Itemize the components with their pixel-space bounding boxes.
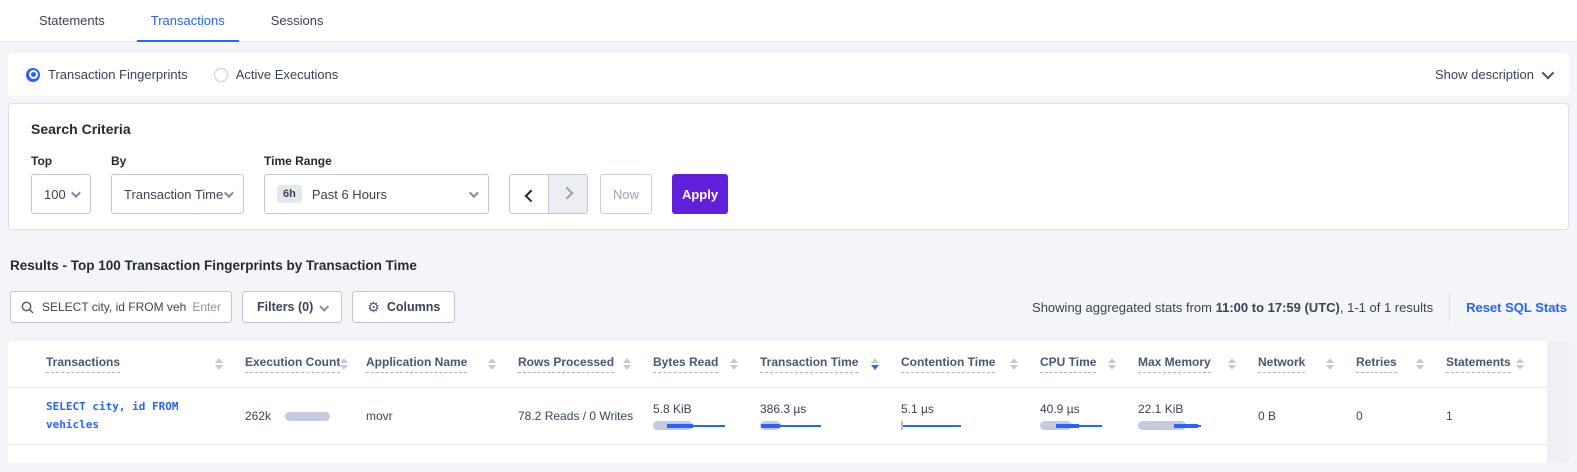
column-header-transactions[interactable]: Transactions — [46, 355, 245, 373]
time-prev-button[interactable] — [509, 174, 549, 214]
top-select[interactable]: 100 — [31, 174, 91, 214]
time-range-select[interactable]: 6h Past 6 Hours — [264, 174, 489, 214]
cell-bytes-read: 5.8 KiB — [653, 402, 760, 430]
cell-network: 0 B — [1258, 409, 1277, 423]
column-header-retries[interactable]: Retries — [1356, 355, 1446, 373]
cell-cpu-time: 40.9 µs — [1040, 402, 1138, 430]
time-range-badge: 6h — [277, 185, 302, 203]
by-select[interactable]: Transaction Time — [111, 174, 244, 214]
column-header-application-name[interactable]: Application Name — [366, 355, 518, 373]
radio-label: Transaction Fingerprints — [48, 67, 188, 82]
sort-icon — [1010, 358, 1018, 370]
contention-time-bar — [901, 421, 961, 430]
column-header-max-memory[interactable]: Max Memory — [1138, 355, 1258, 373]
cell-max-memory: 22.1 KiB — [1138, 402, 1258, 430]
cpu-time-bar — [1040, 421, 1102, 430]
column-header-cpu-time[interactable]: CPU Time — [1040, 355, 1138, 373]
transaction-time-bar — [760, 421, 821, 430]
by-select-value: Transaction Time — [124, 186, 224, 202]
search-input[interactable] — [42, 300, 187, 314]
time-range-label: Time Range — [264, 154, 332, 168]
column-header-statements[interactable]: Statements — [1446, 355, 1546, 373]
cell-execution-count: 262k — [245, 409, 366, 423]
top-select-value: 100 — [44, 186, 66, 202]
search-criteria-card: Search Criteria Top 100 By Transaction T… — [8, 103, 1569, 230]
by-label: By — [111, 154, 127, 168]
max-memory-bar — [1138, 421, 1201, 430]
chevron-down-icon — [223, 187, 234, 198]
radio-label: Active Executions — [235, 67, 339, 82]
chevron-down-icon — [70, 187, 81, 198]
table-scrollbar[interactable] — [1547, 341, 1569, 463]
filters-label: Filters (0) — [257, 300, 314, 314]
sort-icon — [1516, 358, 1524, 370]
apply-button[interactable]: Apply — [672, 174, 728, 214]
radio-unselected-icon — [213, 67, 228, 82]
chevron-down-icon — [1541, 66, 1555, 80]
page-tabs: Statements Transactions Sessions — [0, 0, 1577, 42]
search-enter-hint: Enter — [192, 300, 221, 314]
chevron-left-icon — [524, 189, 537, 202]
radio-active-executions[interactable]: Active Executions — [213, 67, 339, 82]
bytes-read-bar — [653, 421, 725, 430]
filters-button[interactable]: Filters (0) — [242, 291, 343, 323]
column-header-execution-count[interactable]: Execution Count — [245, 355, 366, 373]
cell-rows-processed: 78.2 Reads / 0 Writes — [518, 409, 634, 423]
divider — [1449, 292, 1451, 322]
sort-icon — [1228, 358, 1236, 370]
column-header-bytes-read[interactable]: Bytes Read — [653, 355, 760, 373]
chevron-down-icon — [468, 187, 479, 198]
reset-sql-stats-link[interactable]: Reset SQL Stats — [1466, 299, 1567, 315]
table-row: SELECT city, id FROM vehicles 262k movr … — [8, 388, 1569, 445]
show-description-label: Show description — [1435, 67, 1534, 82]
show-description-toggle[interactable]: Show description — [1435, 66, 1555, 82]
time-next-button[interactable] — [548, 174, 588, 214]
cell-application-name: movr — [366, 409, 393, 423]
search-icon — [21, 301, 34, 313]
chevron-right-icon — [560, 186, 573, 199]
top-label: Top — [31, 154, 53, 168]
radio-transaction-fingerprints[interactable]: Transaction Fingerprints — [26, 67, 188, 82]
table-header-row: Transactions Execution Count Application… — [8, 341, 1569, 388]
now-button[interactable]: Now — [600, 174, 652, 214]
cell-statements: 1 — [1446, 409, 1453, 423]
sort-icon — [623, 358, 631, 370]
sort-icon — [1326, 358, 1334, 370]
column-header-network[interactable]: Network — [1258, 355, 1356, 373]
search-criteria-title: Search Criteria — [31, 121, 131, 137]
stats-summary: Showing aggregated stats from 11:00 to 1… — [1032, 299, 1434, 315]
radio-selected-icon — [26, 67, 40, 82]
column-header-contention-time[interactable]: Contention Time — [901, 355, 1040, 373]
tab-transactions[interactable]: Transactions — [136, 0, 239, 42]
columns-label: Columns — [386, 300, 441, 314]
execution-count-bar — [285, 411, 331, 421]
time-range-value: Past 6 Hours — [311, 186, 387, 202]
results-toolbar: Enter Filters (0) ⚙ Columns Showing aggr… — [10, 291, 1567, 323]
sort-icon — [730, 358, 738, 370]
columns-button[interactable]: ⚙ Columns — [352, 291, 456, 323]
tab-statements[interactable]: Statements — [39, 13, 105, 28]
column-header-rows-processed[interactable]: Rows Processed — [518, 355, 653, 373]
view-toggle-card: Transaction Fingerprints Active Executio… — [8, 53, 1569, 96]
results-table: Transactions Execution Count Application… — [8, 341, 1569, 463]
cell-retries: 0 — [1356, 409, 1363, 423]
gear-icon: ⚙ — [367, 298, 380, 315]
tab-sessions[interactable]: Sessions — [270, 13, 324, 28]
sort-icon — [488, 358, 496, 370]
chevron-down-icon — [319, 301, 330, 312]
sort-icon — [1416, 358, 1424, 370]
sort-icon — [215, 358, 223, 370]
sort-icon-active — [871, 358, 879, 370]
sort-icon — [340, 358, 349, 370]
cell-contention-time: 5.1 µs — [901, 402, 1040, 430]
column-header-transaction-time[interactable]: Transaction Time — [760, 355, 901, 373]
results-title: Results - Top 100 Transaction Fingerprin… — [10, 258, 417, 273]
transaction-fingerprint-link[interactable]: SELECT city, id FROM vehicles — [46, 400, 179, 431]
cell-transaction-time: 386.3 µs — [760, 402, 901, 430]
results-search-box[interactable]: Enter — [10, 291, 232, 323]
sort-icon — [1108, 358, 1116, 370]
